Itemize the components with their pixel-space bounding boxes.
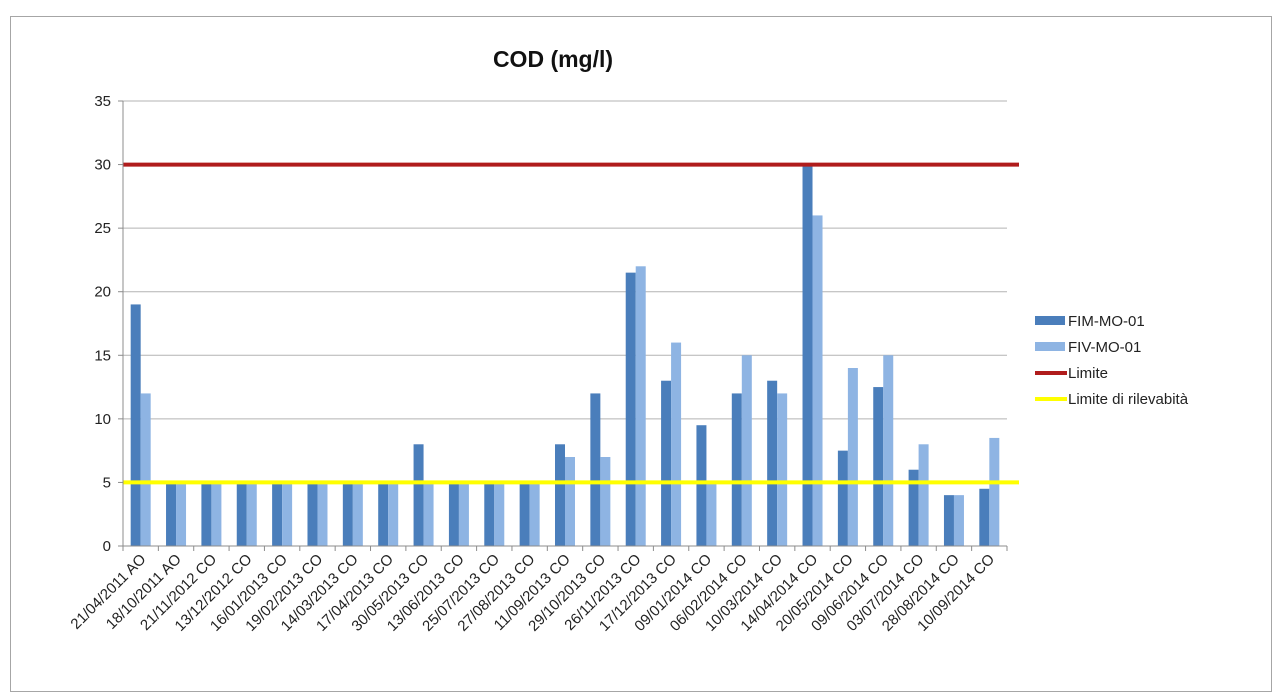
- bar-fim-mo-01: [484, 482, 495, 546]
- bar-fiv-mo-01: [777, 393, 788, 546]
- bar-fim-mo-01: [130, 304, 141, 546]
- bar-fiv-mo-01: [565, 457, 575, 546]
- bars: [130, 164, 1000, 547]
- bar-fim-mo-01: [307, 482, 318, 546]
- y-tick-labels: 0 5 10 15 20 25 30 35: [94, 93, 111, 555]
- legend-label: Limite: [1068, 365, 1108, 382]
- y-tick-label: 15: [94, 347, 111, 364]
- chart-svg: COD (mg/l) 0 5 10 15 20 25 30 35 21/04/2011 AO1…: [67, 46, 1189, 635]
- bar-fiv-mo-01: [953, 495, 964, 546]
- legend: FIM-MO-01 FIV-MO-01 Limite Limite di rileva…: [1035, 313, 1189, 408]
- bar-fim-mo-01: [378, 482, 389, 546]
- bar-fiv-mo-01: [352, 482, 363, 546]
- bar-fim-mo-01: [767, 380, 778, 546]
- bar-fim-mo-01: [802, 164, 813, 547]
- bar-fiv-mo-01: [317, 482, 328, 546]
- bar-fim-mo-01: [837, 450, 848, 546]
- legend-swatch: [1035, 316, 1065, 325]
- bar-fim-mo-01: [943, 495, 954, 546]
- bar-fiv-mo-01: [529, 482, 540, 546]
- bar-fim-mo-01: [979, 488, 990, 546]
- bar-fiv-mo-01: [847, 368, 858, 546]
- bar-fiv-mo-01: [883, 355, 894, 546]
- bar-fiv-mo-01: [989, 437, 1000, 546]
- bar-fiv-mo-01: [671, 342, 682, 546]
- bar-fim-mo-01: [272, 482, 283, 546]
- bar-fiv-mo-01: [246, 482, 257, 546]
- chart-title: COD (mg/l): [493, 46, 613, 72]
- bar-fiv-mo-01: [706, 482, 717, 546]
- bar-fiv-mo-01: [635, 266, 646, 546]
- legend-swatch: [1035, 342, 1065, 351]
- bar-fiv-mo-01: [140, 393, 151, 546]
- bar-fim-mo-01: [908, 469, 919, 546]
- bar-fiv-mo-01: [458, 482, 469, 546]
- bar-fim-mo-01: [166, 482, 177, 546]
- bar-fim-mo-01: [236, 482, 247, 546]
- bar-fim-mo-01: [519, 482, 530, 546]
- legend-label: FIV-MO-01: [1068, 339, 1141, 356]
- limit-lines: [123, 162, 1019, 485]
- y-tick-label: 5: [103, 474, 111, 491]
- y-tick-label: 30: [94, 157, 111, 174]
- bar-fiv-mo-01: [741, 355, 752, 546]
- bar-fiv-mo-01: [211, 482, 222, 546]
- y-tick-label: 20: [94, 284, 111, 301]
- bar-fiv-mo-01: [600, 457, 611, 546]
- bar-fiv-mo-01: [918, 444, 929, 546]
- bar-fim-mo-01: [696, 425, 707, 546]
- y-tick-label: 0: [103, 538, 111, 555]
- legend-label: Limite di rilevabità: [1068, 391, 1189, 408]
- y-tick-label: 35: [94, 93, 111, 110]
- bar-fim-mo-01: [661, 380, 672, 546]
- bar-fim-mo-01: [201, 482, 212, 546]
- bar-fiv-mo-01: [494, 482, 505, 546]
- bar-fim-mo-01: [413, 444, 424, 546]
- bar-fiv-mo-01: [388, 482, 399, 546]
- bar-fiv-mo-01: [282, 482, 293, 546]
- bar-fiv-mo-01: [812, 215, 823, 546]
- bar-fiv-mo-01: [176, 482, 187, 546]
- bar-fim-mo-01: [342, 482, 353, 546]
- axes: [118, 100, 1008, 551]
- bar-fim-mo-01: [555, 444, 565, 546]
- bar-fim-mo-01: [448, 482, 459, 546]
- bar-fim-mo-01: [873, 387, 884, 546]
- bar-fim-mo-01: [590, 393, 601, 546]
- bar-fiv-mo-01: [423, 482, 434, 546]
- y-tick-label: 10: [94, 411, 111, 428]
- y-tick-label: 25: [94, 220, 111, 237]
- legend-label: FIM-MO-01: [1068, 313, 1145, 330]
- chart-frame: COD (mg/l) 0 5 10 15 20 25 30 35 21/04/2011 AO 1…: [10, 16, 1272, 692]
- bar-fim-mo-01: [731, 393, 742, 546]
- bar-fim-mo-01: [625, 272, 636, 546]
